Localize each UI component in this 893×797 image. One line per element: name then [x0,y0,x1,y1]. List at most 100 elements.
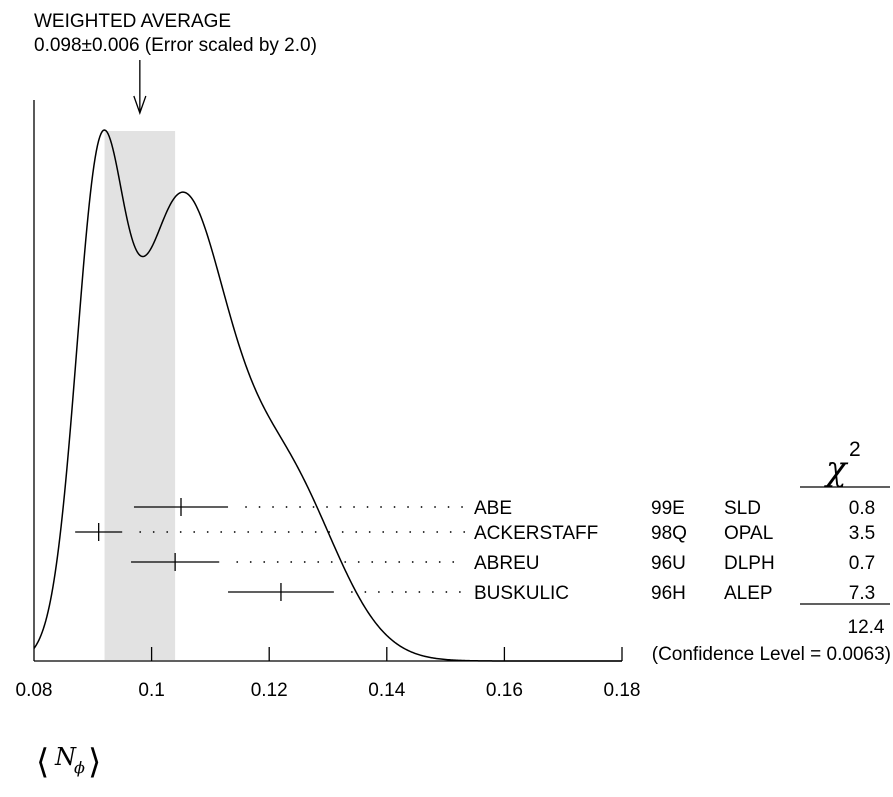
x-label-bracket-right: ⟩ [88,743,101,781]
leader-dot [404,591,407,593]
leader-dot [395,531,398,533]
leader-dot [139,531,142,533]
measurement-author: ABREU [474,553,539,574]
x-tick-label: 0.08 [16,680,53,701]
leader-dot [303,561,306,563]
leader-dot [393,506,396,508]
measurement-experiment: DLPH [724,553,775,574]
ideogram-curve [33,129,622,662]
chi2-symbol: χ [824,449,849,489]
leader-dot [436,531,439,533]
x-tick-label: 0.1 [138,680,164,701]
leader-dot [420,506,423,508]
leader-dot [371,561,374,563]
leader-dot [368,531,371,533]
leader-dot [285,506,288,508]
leader-dot [287,531,290,533]
leader-dot [382,531,385,533]
leader-dot [407,506,409,508]
measurement-chi2: 3.5 [849,523,875,544]
leader-dot [447,506,450,508]
average-arrow [133,60,147,115]
leader-dot [411,561,414,563]
weighted-average-band [104,131,176,660]
leader-dot [152,531,155,533]
x-tick-label: 0.14 [368,680,405,701]
leader-dot [245,506,247,508]
leader-dot [355,531,358,533]
leader-dot [258,506,261,508]
leader-dot [274,531,277,533]
leader-dot [341,531,344,533]
leader-dot [247,531,250,533]
leader-dot [463,531,466,533]
leader-dot [276,561,279,563]
leader-dot [193,531,196,533]
leader-dot [233,531,236,533]
leader-dot [377,591,380,593]
leader-dot [299,506,301,508]
measurement-chi2: 0.8 [849,498,875,519]
leader-dot [422,531,425,533]
leader-dot [249,561,252,563]
x-tick-label: 0.16 [486,680,523,701]
leader-dot [166,531,169,533]
leader-dot [339,506,342,508]
leader-dot [290,561,293,563]
chart-title: WEIGHTED AVERAGE [34,11,231,32]
leader-dot [353,506,355,508]
leader-dot [431,591,434,593]
leader-dot [317,561,320,563]
measurement-chi2: 7.3 [849,583,875,604]
measurement-ref: 96U [651,553,686,574]
measurement-ref: 96H [651,583,686,604]
measurement-experiment: ALEP [724,583,773,604]
measurement-labels: ABE 99E SLD 0.8 ACKERSTAFF 98Q OPAL 3.5 ABREU 96U… [474,498,875,604]
leader-dot [398,561,401,563]
x-label-bracket-left: ⟨ [36,743,49,781]
leader-dot [438,561,441,563]
x-label-subscript: ϕ [74,758,85,777]
leader-dot [206,531,209,533]
leader-dot [434,506,436,508]
leader-dot [357,561,360,563]
leader-dot [220,531,223,533]
x-tick-label: 0.12 [251,680,288,701]
chi2-header: χ 2 [824,438,861,489]
leader-dot [328,531,331,533]
leader-dots [139,506,466,593]
leader-dot [366,506,369,508]
measurement-ref: 99E [651,498,685,519]
leader-dot [380,506,382,508]
leader-dot [260,531,263,533]
leader-dot [364,591,367,593]
leader-dot [452,561,455,563]
measurement-author: ACKERSTAFF [474,523,598,544]
chi2-superscript: 2 [849,438,861,461]
measurement-author: BUSKULIC [474,583,569,604]
x-label-symbol: N [54,743,77,771]
measurement-chi2: 0.7 [849,553,875,574]
leader-dot [461,506,463,508]
leader-dot [326,506,328,508]
measurement-points [75,498,334,601]
leader-dot [179,531,182,533]
leader-dot [344,561,347,563]
leader-dot [425,561,428,563]
leader-dot [445,591,448,593]
leader-dot [263,561,266,563]
chi2-total: 12.4 [848,617,885,638]
leader-dot [409,531,412,533]
x-tick-label: 0.18 [604,680,641,701]
leader-dot [418,591,421,593]
confidence-level: (Confidence Level = 0.0063) [652,644,891,665]
leader-dot [350,591,353,593]
leader-dot [236,561,239,563]
leader-dot [458,591,461,593]
leader-dot [312,506,315,508]
chart-subtitle: 0.098±0.006 (Error scaled by 2.0) [34,35,317,56]
measurement-author: ABE [474,498,512,519]
measurement-ref: 98Q [651,523,687,544]
leader-dot [449,531,452,533]
